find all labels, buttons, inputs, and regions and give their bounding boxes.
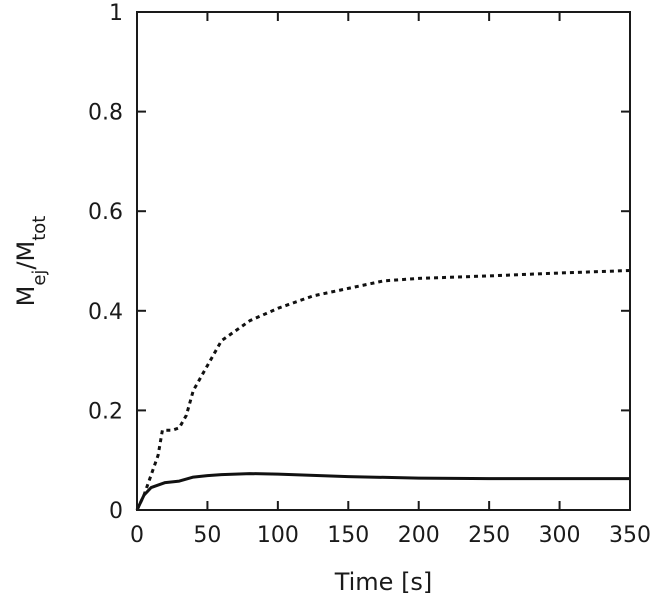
series-line-dotted — [135, 269, 631, 511]
x-tick-label: 200 — [398, 523, 440, 548]
x-axis-label: Time [s] — [334, 568, 433, 596]
y-tick-label: 0.6 — [88, 200, 123, 225]
y-axis-label-sep: /M — [12, 241, 40, 270]
y-tick-label: 1 — [109, 1, 123, 26]
y-tick-label: 0.2 — [88, 399, 123, 424]
x-tick-label: 0 — [130, 523, 144, 548]
y-axis-label-sub2: tot — [29, 216, 50, 241]
y-tick-label: 0.8 — [88, 101, 123, 126]
y-axis-label-main: M — [12, 286, 40, 307]
plot-frame — [136, 11, 631, 511]
y-tick-label: 0 — [109, 499, 123, 524]
y-axis-label-sub1: ej — [29, 270, 50, 286]
series-line-solid — [135, 472, 630, 511]
x-tick-label: 50 — [193, 523, 221, 548]
y-axis-label: Mej/Mtot — [12, 216, 50, 307]
x-tick-label: 350 — [609, 523, 651, 548]
x-tick-label: 300 — [539, 523, 581, 548]
y-tick-label: 0.4 — [88, 300, 123, 325]
x-tick-label: 250 — [468, 523, 510, 548]
tick-layer: 0 50 100 150 200 250 300 350 0 0.2 0.4 0.6 0.8 1 — [88, 1, 651, 548]
x-tick-label: 150 — [327, 523, 369, 548]
series-layer — [135, 269, 631, 511]
x-tick-label: 100 — [257, 523, 299, 548]
